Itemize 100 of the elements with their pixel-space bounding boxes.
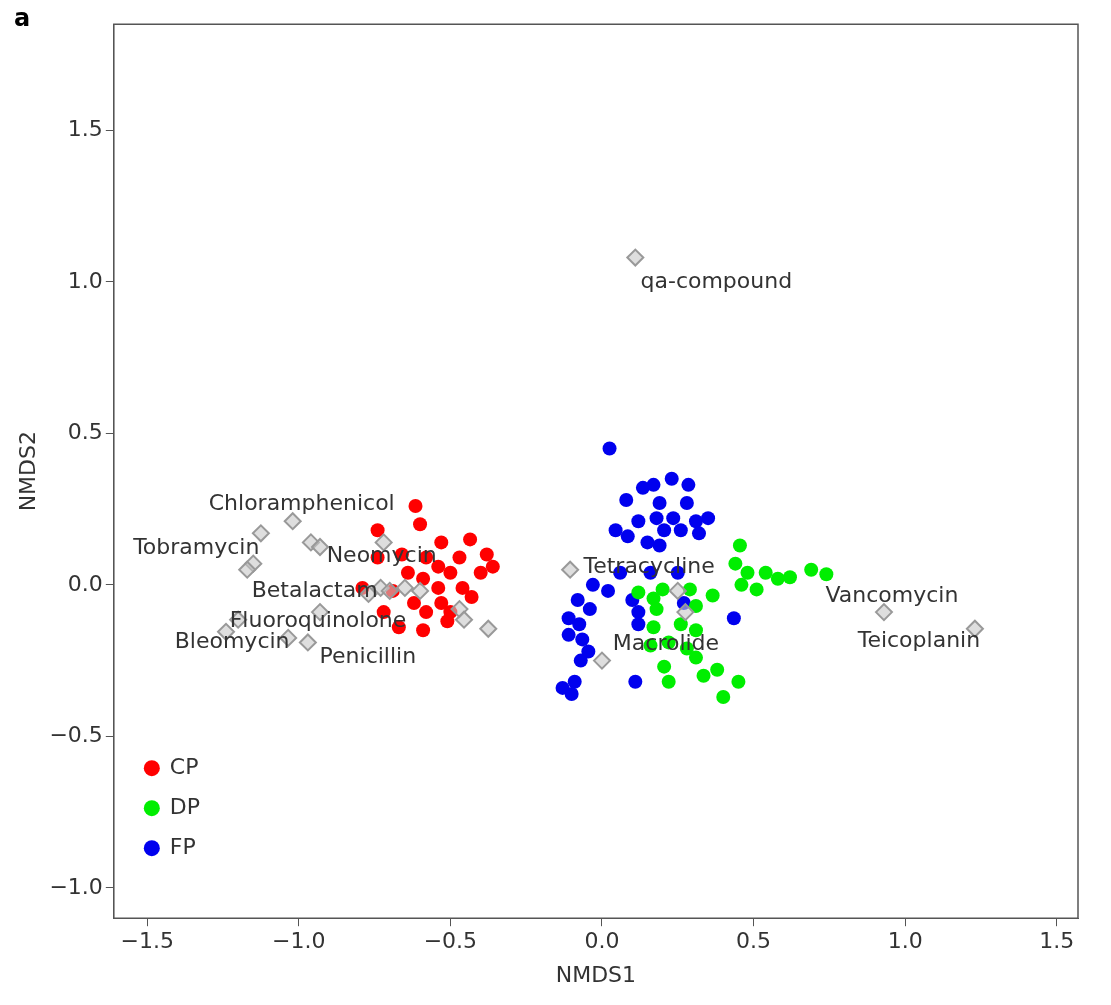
point: [782, 570, 797, 585]
point: [731, 674, 746, 689]
point: [652, 496, 667, 511]
x-tick-label: −0.5: [423, 928, 478, 954]
point: [570, 593, 585, 607]
point: [619, 492, 634, 507]
point: [819, 567, 834, 582]
point: [416, 571, 431, 586]
point: [652, 538, 667, 553]
point: [311, 537, 329, 556]
point: [602, 441, 617, 456]
point: [770, 571, 785, 586]
y-tick-label: −0.5: [49, 722, 103, 748]
point: [452, 550, 467, 565]
point: [411, 581, 430, 600]
point: [679, 496, 694, 511]
point: [608, 523, 623, 538]
point: [380, 581, 399, 600]
point: [692, 526, 706, 541]
annotation: qa-compound: [640, 268, 793, 294]
point: [716, 689, 731, 704]
point: [657, 523, 672, 538]
point: [734, 577, 749, 592]
x-tick-label: −1.0: [272, 928, 326, 954]
point: [657, 659, 672, 674]
point: [434, 596, 449, 611]
x-axis-title: NMDS1: [555, 961, 637, 987]
point: [666, 511, 681, 526]
y-tick-label: 0.5: [67, 419, 103, 445]
point: [655, 582, 670, 597]
point: [419, 605, 434, 620]
point: [455, 580, 470, 595]
y-tick-label: −1.0: [49, 873, 103, 899]
point: [238, 560, 257, 579]
annotation: Teicoplanin: [856, 626, 981, 652]
point: [668, 581, 687, 600]
y-tick-label: 1.0: [67, 267, 103, 293]
x-tick-label: 0.0: [584, 928, 620, 954]
annotation: Chloramphenicol: [208, 489, 395, 515]
point: [400, 565, 415, 580]
point: [582, 602, 597, 617]
point: [561, 611, 576, 626]
y-tick-label: 0.0: [67, 570, 103, 596]
point: [564, 686, 579, 701]
point: [628, 674, 643, 689]
point: [676, 603, 695, 622]
annotation: Tetracycline: [582, 553, 715, 579]
x-tick-label: 1.0: [887, 928, 923, 954]
point: [581, 644, 596, 659]
point: [406, 596, 421, 611]
point: [749, 582, 764, 597]
point: [443, 565, 458, 580]
point: [463, 532, 478, 547]
point: [416, 623, 431, 638]
point: [626, 248, 645, 267]
point: [395, 578, 414, 597]
annotation: Vancomycin: [825, 581, 959, 607]
point: [485, 559, 500, 574]
point: [676, 596, 691, 611]
point: [688, 599, 703, 614]
point: [726, 611, 741, 626]
point: [635, 480, 650, 495]
point: [740, 565, 755, 580]
point: [631, 585, 646, 600]
point: [298, 633, 317, 652]
point: [732, 538, 747, 553]
point: [567, 674, 582, 689]
point: [473, 565, 488, 580]
point: [631, 514, 646, 529]
point: [561, 560, 580, 579]
point: [479, 619, 498, 638]
legend-label: DP: [169, 793, 201, 819]
point: [649, 511, 664, 526]
point: [573, 653, 588, 668]
point: [575, 632, 590, 647]
point: [664, 471, 679, 486]
point: [661, 674, 676, 689]
point: [758, 565, 773, 580]
point: [479, 547, 494, 562]
point: [673, 617, 688, 632]
annotation: Penicillin: [319, 643, 417, 669]
point: [434, 535, 449, 550]
y-axis-title: NMDS2: [14, 431, 40, 512]
point: [585, 577, 600, 592]
point: [592, 651, 611, 670]
point: [688, 514, 703, 529]
point: [701, 511, 716, 526]
point: [408, 499, 423, 514]
point: [455, 610, 474, 629]
x-tick-label: 0.5: [736, 928, 772, 954]
point: [620, 529, 635, 544]
x-tick-label: 1.5: [1039, 928, 1075, 954]
point: [370, 523, 385, 538]
legend-label: CP: [169, 753, 199, 779]
point: [705, 588, 720, 603]
point: [710, 662, 725, 677]
text: a: [14, 4, 31, 33]
point: [440, 614, 455, 629]
annotation: Tobramycin: [132, 534, 260, 560]
legend-label: FP: [169, 833, 196, 859]
